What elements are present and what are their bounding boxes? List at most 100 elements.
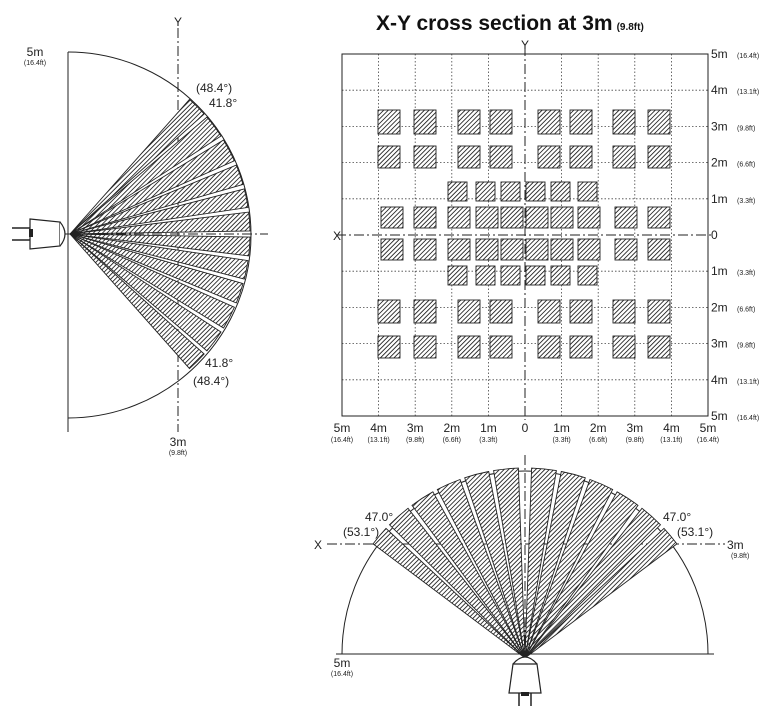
y-tick-label: 2m — [711, 156, 728, 170]
detection-beam — [411, 491, 526, 659]
detection-zone — [500, 206, 524, 229]
top-view-range-arc — [341, 470, 709, 655]
cross-section-x-ticks: 5m (16.4ft) 4m (13.1ft) 3m (9.8ft) 2m (6.6ft) 1m… — [331, 421, 719, 444]
detection-zone — [413, 238, 437, 261]
detection-zone — [413, 299, 437, 324]
detection-zone — [457, 335, 481, 359]
detection-beam — [524, 478, 614, 659]
x-tick-label: 1m — [553, 421, 570, 435]
detection-zone — [413, 335, 437, 359]
side-view-radius-label: 5m — [27, 45, 44, 59]
y-tick-ft-label: (3.3ft) — [737, 198, 755, 205]
y-tick-ft-label: (13.1ft) — [737, 89, 759, 96]
x-tick-ft-label: (16.4ft) — [697, 437, 719, 444]
detection-zone — [377, 145, 401, 169]
side-view-range-arc — [67, 51, 252, 419]
detection-zone — [647, 299, 671, 324]
detection-zone — [525, 265, 546, 286]
y-tick-label: 3m — [711, 119, 728, 133]
detection-zone — [537, 299, 561, 324]
detection-zone — [525, 181, 546, 202]
detection-zone — [550, 181, 571, 202]
detection-zone — [489, 145, 513, 169]
detection-zone — [550, 265, 571, 286]
y-tick-ft-label: (16.4ft) — [737, 415, 759, 422]
detection-zone — [413, 145, 437, 169]
y-tick-ft-label: (13.1ft) — [737, 379, 759, 386]
detection-beam — [524, 467, 557, 659]
top-view-detection-fan — [372, 467, 678, 659]
detection-beam — [69, 233, 249, 280]
detection-zone — [457, 109, 481, 135]
detection-zone — [647, 238, 671, 261]
x-tick-label: 4m — [370, 421, 387, 435]
y-tick-label: 1m — [711, 264, 728, 278]
detection-zone — [447, 265, 468, 286]
top-view-axis-label: X — [314, 538, 322, 552]
detection-zone — [447, 238, 471, 261]
y-tick-label: 3m — [711, 337, 728, 351]
diagram-title: X-Y cross section at 3m (9.8ft) — [376, 12, 644, 35]
y-tick-label: 1m — [711, 192, 728, 206]
detection-beam — [69, 233, 222, 352]
x-tick-label: 3m — [626, 421, 643, 435]
cross-section-y-ticks: 5m (16.4ft) 4m (13.1ft) 3m (9.8ft) 2m (6.6ft) 1m… — [711, 47, 759, 423]
detection-beam — [524, 527, 678, 659]
detection-zone — [525, 238, 549, 261]
x-tick-ft-label: (13.1ft) — [660, 437, 682, 444]
detection-zone — [500, 265, 521, 286]
left-outer-angle: (53.1°) — [343, 525, 379, 539]
detection-beam — [69, 98, 205, 235]
detection-zone — [500, 181, 521, 202]
detection-zones — [377, 109, 671, 359]
right-outer-angle: (53.1°) — [677, 525, 713, 539]
lower-inner-angle: 41.8° — [205, 356, 233, 370]
detection-zone — [380, 238, 404, 261]
detection-zone — [647, 206, 671, 229]
detection-beam — [464, 470, 526, 659]
side-view: Y 5m (16.4ft) (48.4°) 41.8° 41.8° (48.4°… — [12, 15, 268, 457]
detection-zone — [475, 238, 499, 261]
detection-beam — [388, 507, 526, 659]
detection-beam — [69, 233, 251, 257]
side-view-distance-label: 3m — [170, 435, 187, 449]
detection-zone — [550, 238, 574, 261]
detection-beam — [69, 233, 235, 329]
cross-section-x-label: X — [333, 229, 341, 243]
upper-outer-angle: (48.4°) — [196, 81, 232, 95]
x-tick-ft-label: (3.3ft) — [552, 437, 570, 444]
detection-zone — [612, 335, 636, 359]
title-main: X-Y cross section at 3m — [376, 12, 613, 35]
detection-zone — [577, 181, 598, 202]
detection-zone — [612, 145, 636, 169]
detection-beam — [524, 470, 586, 659]
x-tick-ft-label: (6.6ft) — [589, 437, 607, 444]
title-sub: (9.8ft) — [617, 22, 644, 33]
detection-zone — [457, 299, 481, 324]
detection-zone — [577, 206, 601, 229]
detection-zone — [647, 335, 671, 359]
svg-text:X-Y cross section at 3m(9.8ft): X-Y cross section at 3m (9.8ft) — [376, 12, 644, 35]
detection-zone — [489, 109, 513, 135]
y-tick-ft-label: (9.8ft) — [737, 343, 755, 350]
detection-zone — [377, 109, 401, 135]
cross-section-y-label: Y — [521, 38, 529, 52]
side-view-axis-label: Y — [174, 15, 182, 29]
y-tick-label: 5m — [711, 47, 728, 61]
x-tick-label: 2m — [443, 421, 460, 435]
y-tick-ft-label: (16.4ft) — [737, 53, 759, 60]
top-view-distance-label: 3m — [727, 538, 744, 552]
detection-zone — [447, 181, 468, 202]
x-tick-ft-label: (6.6ft) — [443, 437, 461, 444]
detection-zone — [377, 335, 401, 359]
lower-outer-angle: (48.4°) — [193, 374, 229, 388]
side-view-sensor-icon — [12, 218, 66, 250]
y-tick-label: 2m — [711, 300, 728, 314]
detection-zone — [489, 335, 513, 359]
detection-beam — [524, 491, 639, 659]
y-tick-ft-label: (3.3ft) — [737, 270, 755, 277]
cross-section-chart: X Y 5m (16.4ft) 4m (13.1ft) 3m (9.8ft) 2m (6.6f… — [331, 38, 759, 444]
x-tick-label: 1m — [480, 421, 497, 435]
detection-zone — [612, 299, 636, 324]
